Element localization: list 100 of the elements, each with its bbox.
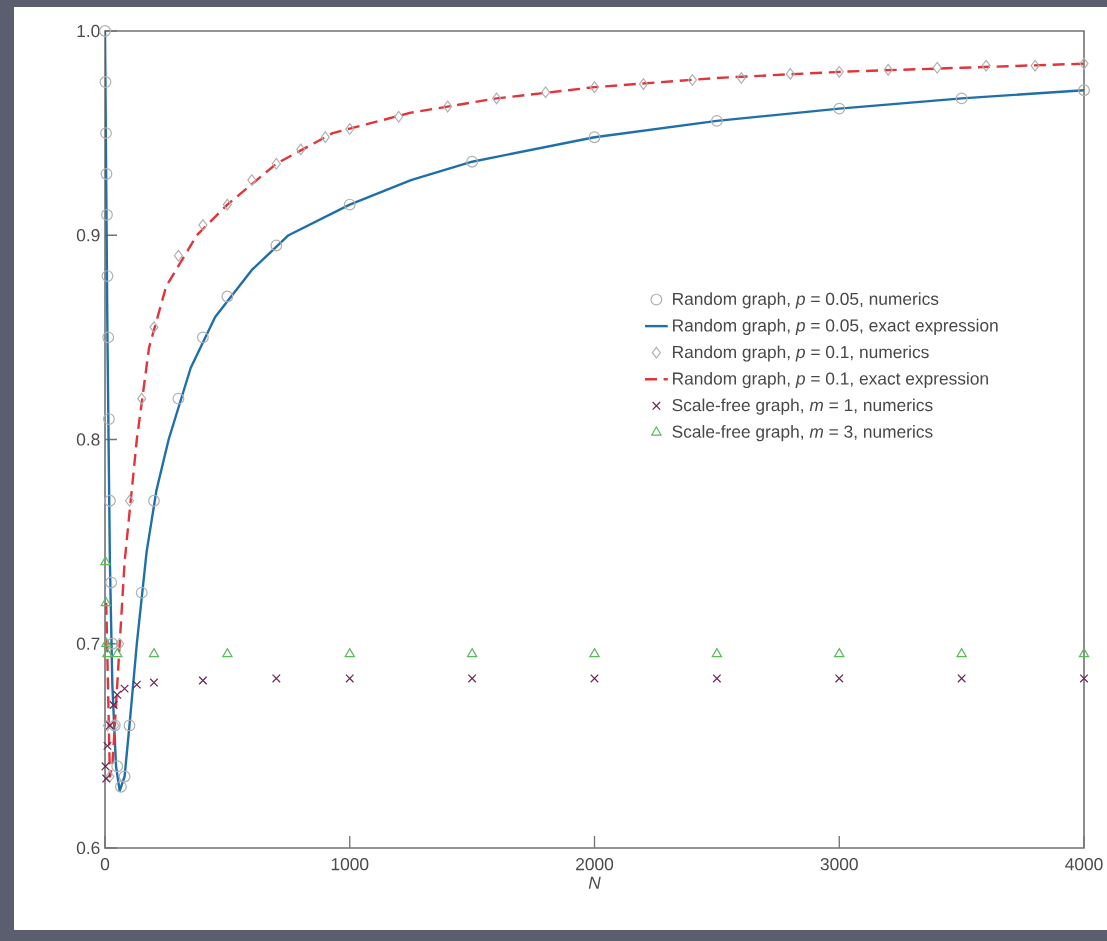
point xyxy=(1078,648,1090,658)
point xyxy=(710,114,723,127)
point xyxy=(148,494,160,507)
point xyxy=(270,239,283,252)
point xyxy=(1030,59,1040,72)
point xyxy=(109,700,118,710)
point xyxy=(394,110,404,123)
y-tick-label: 0.6 xyxy=(76,841,100,855)
point xyxy=(105,770,115,783)
point xyxy=(100,127,112,140)
point xyxy=(106,637,119,650)
point xyxy=(196,331,209,344)
point xyxy=(443,100,453,113)
point xyxy=(102,331,115,344)
point xyxy=(123,719,136,732)
legend-label: Random graph, p = 0.05, numerics xyxy=(673,292,939,309)
point xyxy=(102,648,113,658)
point xyxy=(1078,84,1090,97)
point xyxy=(99,76,112,88)
point xyxy=(99,25,111,37)
point xyxy=(466,155,479,168)
point xyxy=(785,67,795,80)
point xyxy=(296,143,306,156)
legend-label: Scale-free graph, m = 3, numerics xyxy=(672,425,933,442)
point xyxy=(247,174,257,187)
point xyxy=(736,72,746,84)
point xyxy=(173,249,184,262)
point xyxy=(320,131,330,144)
point xyxy=(112,648,123,658)
point xyxy=(492,92,502,105)
point xyxy=(100,556,111,566)
point xyxy=(115,637,125,650)
point xyxy=(1079,674,1089,683)
point xyxy=(148,648,160,658)
point xyxy=(101,761,110,771)
point xyxy=(466,648,478,658)
point xyxy=(101,208,113,221)
legend-label: Random graph, p = 0.1, exact expression xyxy=(673,371,988,389)
point xyxy=(135,586,148,599)
point xyxy=(956,648,967,658)
point xyxy=(103,741,112,751)
point xyxy=(833,102,846,115)
point xyxy=(345,674,355,683)
point xyxy=(124,494,135,507)
y-tick-label: 0.7 xyxy=(76,637,100,650)
point xyxy=(834,674,844,683)
point xyxy=(981,59,991,72)
point xyxy=(222,198,232,211)
point xyxy=(711,648,723,658)
point xyxy=(834,648,845,658)
legend-label: Random graph, p = 0.1, numerics xyxy=(673,345,929,362)
point xyxy=(589,648,600,658)
point xyxy=(345,123,355,135)
y-tick-label: 1.0 xyxy=(77,24,100,38)
point xyxy=(589,81,600,94)
point xyxy=(540,86,551,99)
point xyxy=(105,576,118,589)
point xyxy=(222,648,233,658)
point xyxy=(198,676,208,685)
point xyxy=(149,321,159,334)
point xyxy=(101,270,114,283)
point xyxy=(588,131,601,144)
point xyxy=(172,392,185,405)
point xyxy=(198,219,208,231)
point xyxy=(271,157,281,170)
legend-label: Random graph, p = 0.05, exact expression xyxy=(673,318,998,335)
point xyxy=(114,780,127,793)
point xyxy=(955,92,968,105)
y-tick-label: 0.8 xyxy=(76,433,100,446)
point xyxy=(132,680,142,689)
point xyxy=(149,678,159,687)
y-tick-label: 0.9 xyxy=(76,229,100,242)
point xyxy=(111,760,124,773)
point xyxy=(118,770,131,783)
point xyxy=(112,690,122,700)
x-tick-label: 4000 xyxy=(1065,858,1103,871)
point xyxy=(467,674,477,683)
point xyxy=(687,74,698,86)
point xyxy=(834,65,844,78)
x-tick-label: 2000 xyxy=(576,858,614,871)
point xyxy=(137,392,147,405)
point xyxy=(883,63,893,76)
point xyxy=(344,648,355,658)
point xyxy=(102,413,115,425)
point xyxy=(221,290,234,303)
legend-label: Scale-free graph, m = 1, numerics xyxy=(672,398,933,415)
point xyxy=(100,168,113,180)
point xyxy=(103,494,116,507)
point xyxy=(271,674,281,683)
x-tick-label: 0 xyxy=(100,858,110,871)
x-tick-label: 3000 xyxy=(820,858,858,871)
point xyxy=(101,774,111,783)
point xyxy=(590,674,599,683)
point xyxy=(120,684,129,694)
point xyxy=(957,674,966,683)
point xyxy=(100,596,112,607)
point xyxy=(343,198,356,211)
point xyxy=(1079,57,1089,70)
x-tick-label: 1000 xyxy=(331,858,369,871)
point xyxy=(932,61,942,74)
